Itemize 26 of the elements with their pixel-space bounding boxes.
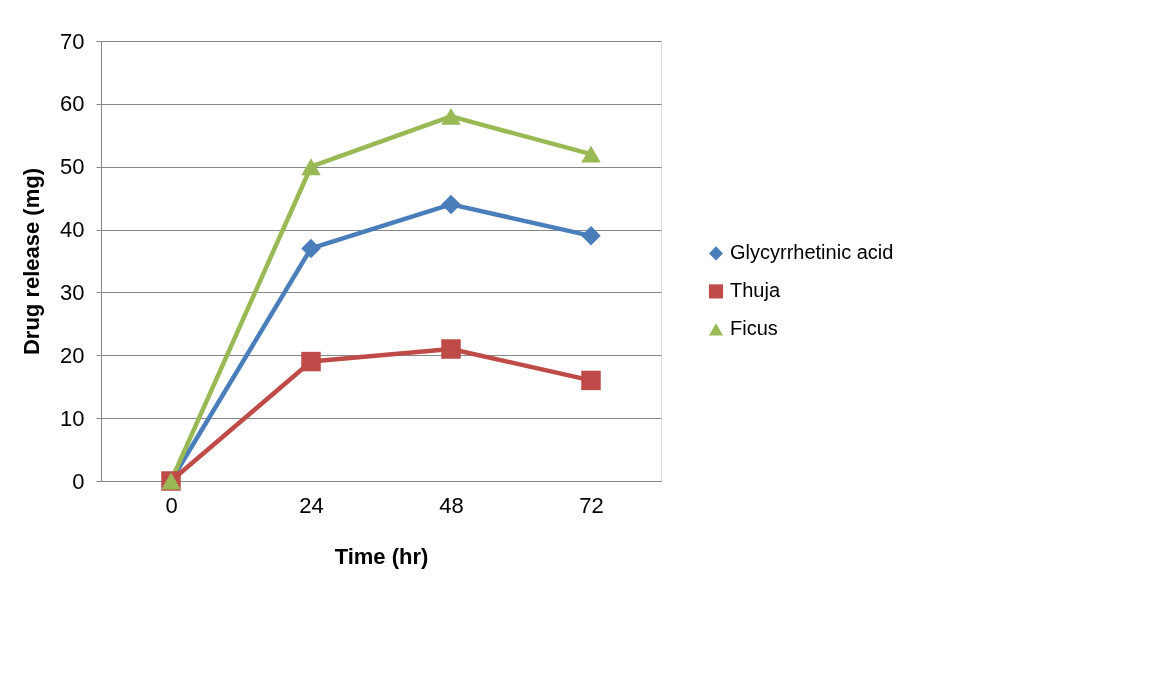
y-tick-label: 0 [72, 468, 85, 494]
x-tick-label: 48 [439, 492, 464, 518]
y-tick-label: 20 [60, 342, 85, 368]
x-tick-label: 72 [579, 492, 604, 518]
point [581, 226, 601, 246]
legend-label: Ficus [730, 317, 778, 340]
x-tick-label: 0 [165, 492, 178, 518]
y-tick-label: 50 [60, 154, 85, 180]
x-axis-title: Time (hr) [334, 543, 429, 569]
point [441, 194, 461, 215]
y-tick-label: 10 [60, 405, 85, 431]
y-tick-label: 70 [60, 28, 85, 54]
y-tick-label: 60 [60, 91, 85, 117]
y-tick-label: 30 [60, 279, 85, 305]
point [301, 351, 321, 372]
y-axis-title: Drug release (mg) [19, 167, 45, 356]
point [441, 339, 461, 359]
x-tick-label: 24 [299, 492, 324, 518]
y-tick-label: 40 [60, 217, 85, 243]
point [301, 238, 321, 259]
legend-label: Glycyrrhetinic acid [730, 241, 894, 264]
point [581, 145, 601, 163]
point [301, 158, 321, 176]
point [441, 107, 461, 125]
legend-label: Thuja [730, 279, 781, 302]
point [581, 370, 601, 391]
